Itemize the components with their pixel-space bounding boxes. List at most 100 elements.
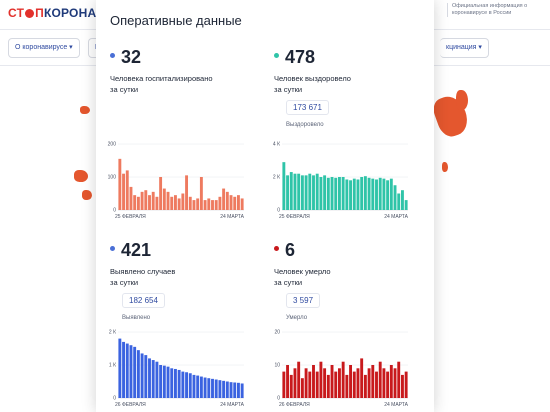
bar bbox=[326, 177, 330, 210]
stat-description: Человек выздоровело за сутки bbox=[274, 74, 351, 94]
stat-description: Выявлено случаев за сутки bbox=[110, 267, 176, 287]
bar bbox=[352, 371, 356, 398]
bar bbox=[341, 361, 345, 398]
map-region bbox=[80, 106, 90, 114]
bar bbox=[133, 346, 137, 398]
bar bbox=[308, 173, 312, 210]
bar bbox=[129, 345, 133, 398]
stat-bullet-icon bbox=[274, 53, 279, 59]
stat-bullet-icon bbox=[274, 246, 279, 252]
bar bbox=[192, 374, 196, 398]
map-region bbox=[442, 162, 448, 172]
x-tick-label: 25 ФЕВРАЛЯ bbox=[279, 214, 310, 220]
bar bbox=[341, 177, 345, 210]
bar bbox=[240, 383, 244, 398]
bar-chart: 4 К 2 К 025 ФЕВРАЛЯ 24 МАРТА bbox=[273, 142, 409, 220]
bar bbox=[159, 177, 163, 210]
bar bbox=[170, 196, 174, 210]
map-region bbox=[74, 170, 88, 182]
bar bbox=[304, 175, 308, 210]
bar bbox=[181, 193, 185, 210]
bar bbox=[162, 365, 166, 398]
bar bbox=[297, 361, 301, 398]
bar bbox=[148, 358, 151, 398]
bar bbox=[400, 374, 404, 398]
bar bbox=[207, 198, 211, 210]
bar bbox=[337, 177, 341, 210]
x-tick-label: 26 ФЕВРАЛЯ bbox=[115, 402, 146, 408]
x-tick-label: 24 МАРТА bbox=[220, 402, 244, 408]
bar bbox=[363, 374, 367, 398]
bar bbox=[196, 198, 200, 210]
bar bbox=[360, 358, 364, 398]
nav-vaccination[interactable]: кцинация ▾ bbox=[440, 38, 489, 58]
chart-deaths: 20 10 0 26 ФЕВРАЛЯ 24 МАРТА bbox=[272, 328, 412, 410]
bar bbox=[229, 382, 233, 398]
bar-chart: 200 100 025 ФЕВРАЛЯ 24 МАРТА bbox=[108, 142, 245, 220]
bar bbox=[133, 195, 137, 210]
y-tick-label: 0 bbox=[277, 208, 280, 214]
bar bbox=[188, 196, 192, 210]
bar bbox=[345, 374, 349, 398]
bar bbox=[136, 350, 140, 398]
bar bbox=[356, 179, 360, 210]
bar bbox=[375, 371, 378, 398]
bar bbox=[192, 200, 196, 210]
bar bbox=[136, 196, 140, 210]
bar bbox=[151, 191, 155, 210]
bar bbox=[286, 365, 290, 398]
bar bbox=[155, 361, 159, 398]
stat-recovered: 478 Человек выздоровело за сутки 173 671 … bbox=[274, 47, 434, 137]
bar bbox=[225, 381, 229, 398]
map-region bbox=[82, 190, 92, 200]
bar bbox=[199, 376, 203, 398]
bar bbox=[345, 179, 349, 210]
bar bbox=[293, 368, 297, 398]
bar bbox=[218, 380, 222, 398]
bar bbox=[282, 371, 286, 398]
stat-value: 478 bbox=[285, 47, 316, 67]
bar bbox=[282, 162, 286, 210]
bar bbox=[155, 196, 159, 210]
x-tick-label: 25 ФЕВРАЛЯ bbox=[115, 214, 146, 220]
bar bbox=[356, 368, 360, 398]
bar bbox=[352, 178, 356, 210]
bar bbox=[214, 200, 218, 210]
bar bbox=[177, 369, 181, 398]
bar bbox=[166, 191, 170, 210]
bar bbox=[125, 170, 129, 210]
bar bbox=[125, 343, 129, 398]
bar bbox=[300, 378, 304, 398]
bar bbox=[170, 368, 174, 398]
bar bbox=[386, 371, 390, 398]
bar bbox=[289, 172, 293, 210]
bar bbox=[389, 365, 393, 398]
bar bbox=[185, 372, 189, 398]
chart-cases: 2 К 1 К 0 26 ФЕВРАЛЯ 24 МАРТА bbox=[108, 328, 248, 410]
map-region bbox=[456, 90, 468, 110]
bar bbox=[203, 377, 207, 398]
bar bbox=[363, 176, 367, 210]
bar bbox=[140, 191, 144, 210]
bar bbox=[378, 177, 382, 210]
bar bbox=[382, 178, 386, 210]
bar bbox=[166, 366, 170, 398]
bar bbox=[319, 361, 323, 398]
bar bbox=[389, 178, 393, 210]
bar bbox=[289, 374, 293, 398]
y-tick-label: 0 bbox=[113, 208, 116, 214]
bar bbox=[236, 382, 240, 398]
bar bbox=[330, 177, 334, 210]
nav-about-coronavirus[interactable]: О коронавирусе ▾ bbox=[8, 38, 80, 58]
bar bbox=[122, 173, 126, 210]
stat-deaths: 6 Человек умерло за сутки 3 597 Умерло bbox=[274, 240, 434, 330]
bar bbox=[118, 158, 122, 210]
bar bbox=[304, 368, 308, 398]
bar bbox=[386, 180, 390, 210]
bar bbox=[233, 196, 237, 210]
bar bbox=[404, 200, 408, 210]
bar bbox=[211, 378, 214, 398]
bar bbox=[323, 368, 327, 398]
bar bbox=[148, 195, 151, 210]
stat-total-label: Выздоровело bbox=[286, 122, 324, 128]
